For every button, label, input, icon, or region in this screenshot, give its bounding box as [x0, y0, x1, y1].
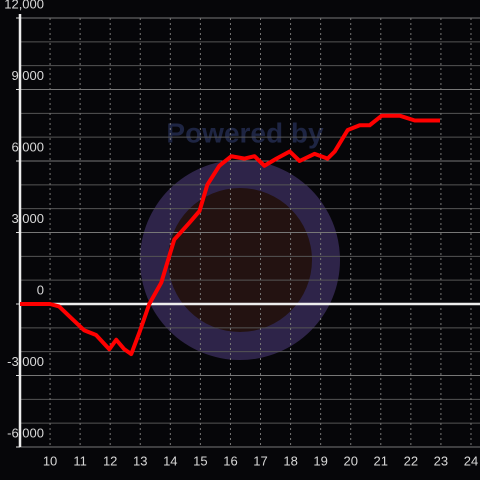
- y-tick-label: -6,000: [7, 425, 44, 440]
- y-tick-label: 6,000: [11, 139, 44, 154]
- x-tick-label: 19: [313, 453, 327, 468]
- x-tick-label: 14: [163, 453, 177, 468]
- x-tick-label: 23: [434, 453, 448, 468]
- x-tick-label: 22: [404, 453, 418, 468]
- x-tick-label: 16: [223, 453, 237, 468]
- x-tick-label: 21: [374, 453, 388, 468]
- watermark: Powered by: [166, 117, 324, 148]
- x-tick-label: 24: [464, 453, 478, 468]
- x-tick-label: 17: [253, 453, 267, 468]
- y-tick-label: 3,000: [11, 211, 44, 226]
- x-tick-label: 15: [193, 453, 207, 468]
- y-tick-label: 0: [37, 282, 44, 297]
- data-line: [20, 113, 441, 357]
- x-tick-label: 13: [133, 453, 147, 468]
- x-tick-label: 11: [73, 453, 87, 468]
- y-tick-label: 12,000: [4, 0, 44, 11]
- x-tick-label: 10: [43, 453, 57, 468]
- y-tick-label: -3,000: [7, 354, 44, 369]
- y-tick-label: 9,000: [11, 68, 44, 83]
- x-tick-label: 20: [343, 453, 357, 468]
- watermark-logo: [140, 160, 340, 360]
- x-tick-label: 18: [283, 453, 297, 468]
- x-tick-label: 12: [103, 453, 117, 468]
